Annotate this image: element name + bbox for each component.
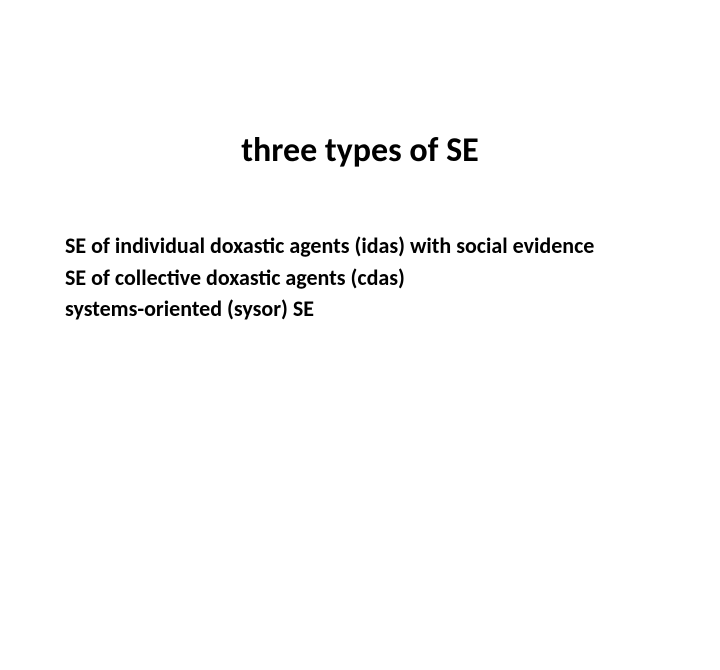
- slide-title: three types of SE: [0, 130, 720, 171]
- body-line-1: SE of individual doxastic agents (idas) …: [65, 231, 680, 261]
- slide-body: SE of individual doxastic agents (idas) …: [0, 231, 720, 324]
- body-line-2: SE of collective doxastic agents (cdas): [65, 263, 680, 293]
- body-line-3: systems-oriented (sysor) SE: [65, 294, 680, 324]
- slide-container: three types of SE SE of individual doxas…: [0, 130, 720, 670]
